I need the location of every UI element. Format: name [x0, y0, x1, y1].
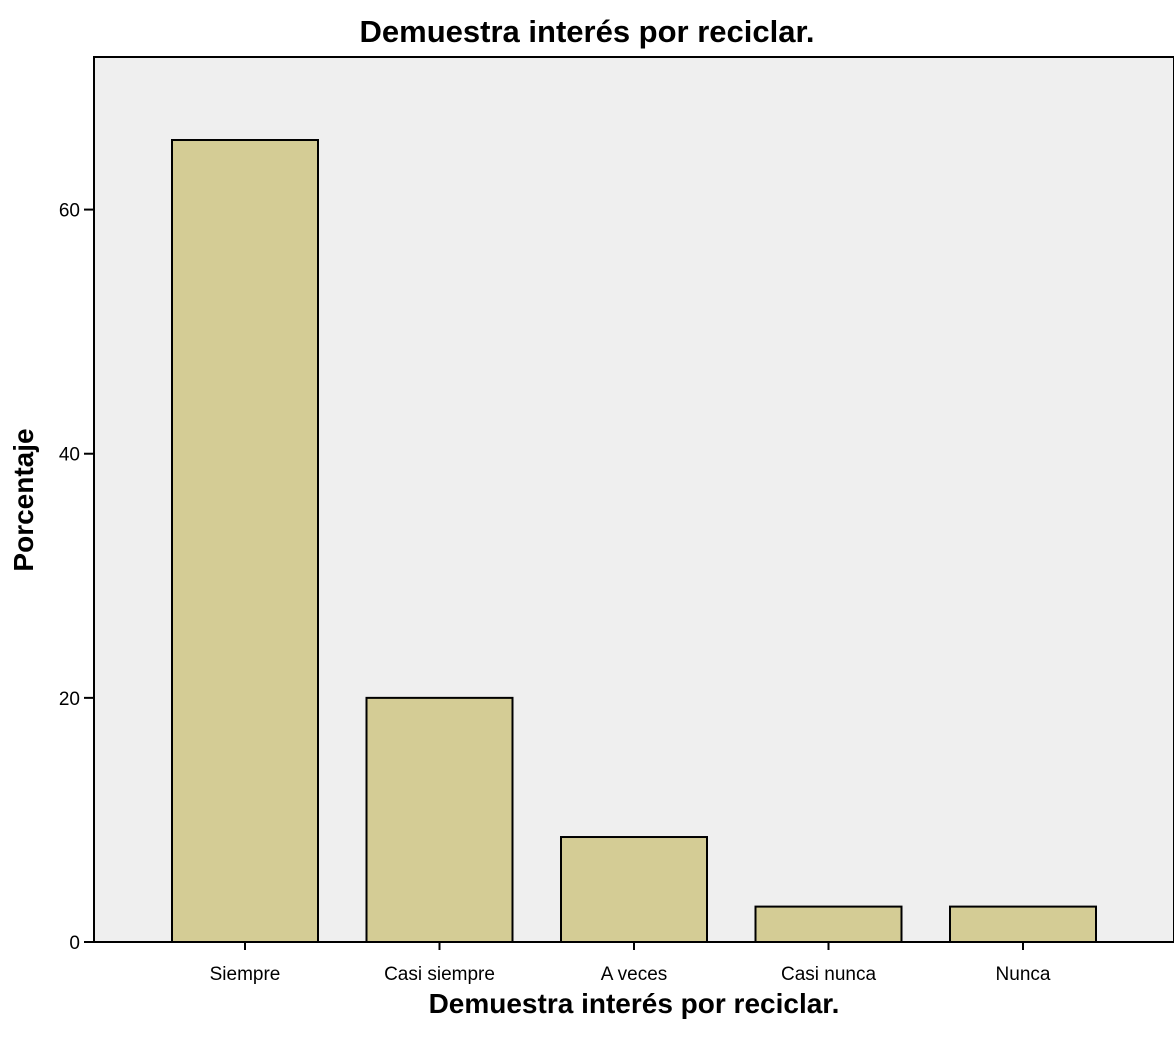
x-tick-label: Siempre	[210, 964, 281, 985]
y-tick-label: 0	[69, 933, 80, 954]
y-axis-title: Porcentaje	[8, 428, 39, 571]
chart-title: Demuestra interés por reciclar.	[360, 14, 815, 49]
bar-casi-nunca	[754, 905, 903, 943]
bar-casi-siempre	[365, 696, 514, 943]
y-axis: 0 20 40 60	[59, 201, 94, 954]
x-tick-label: Nunca	[996, 964, 1051, 985]
y-tick-label: 60	[59, 201, 80, 222]
bar-nunca	[949, 905, 1097, 943]
y-tick-label: 20	[59, 689, 80, 710]
bar-siempre	[171, 139, 319, 943]
x-axis: Siempre Casi siempre A veces Casi nunca Nunc…	[210, 942, 1051, 985]
y-tick-label: 40	[59, 445, 80, 466]
bar-a-veces	[560, 836, 708, 943]
x-axis-title: Demuestra interés por reciclar.	[429, 988, 840, 1019]
x-tick-label: Casi nunca	[781, 964, 876, 985]
x-tick-label: Casi siempre	[384, 964, 495, 985]
x-tick-label: A veces	[601, 964, 668, 985]
